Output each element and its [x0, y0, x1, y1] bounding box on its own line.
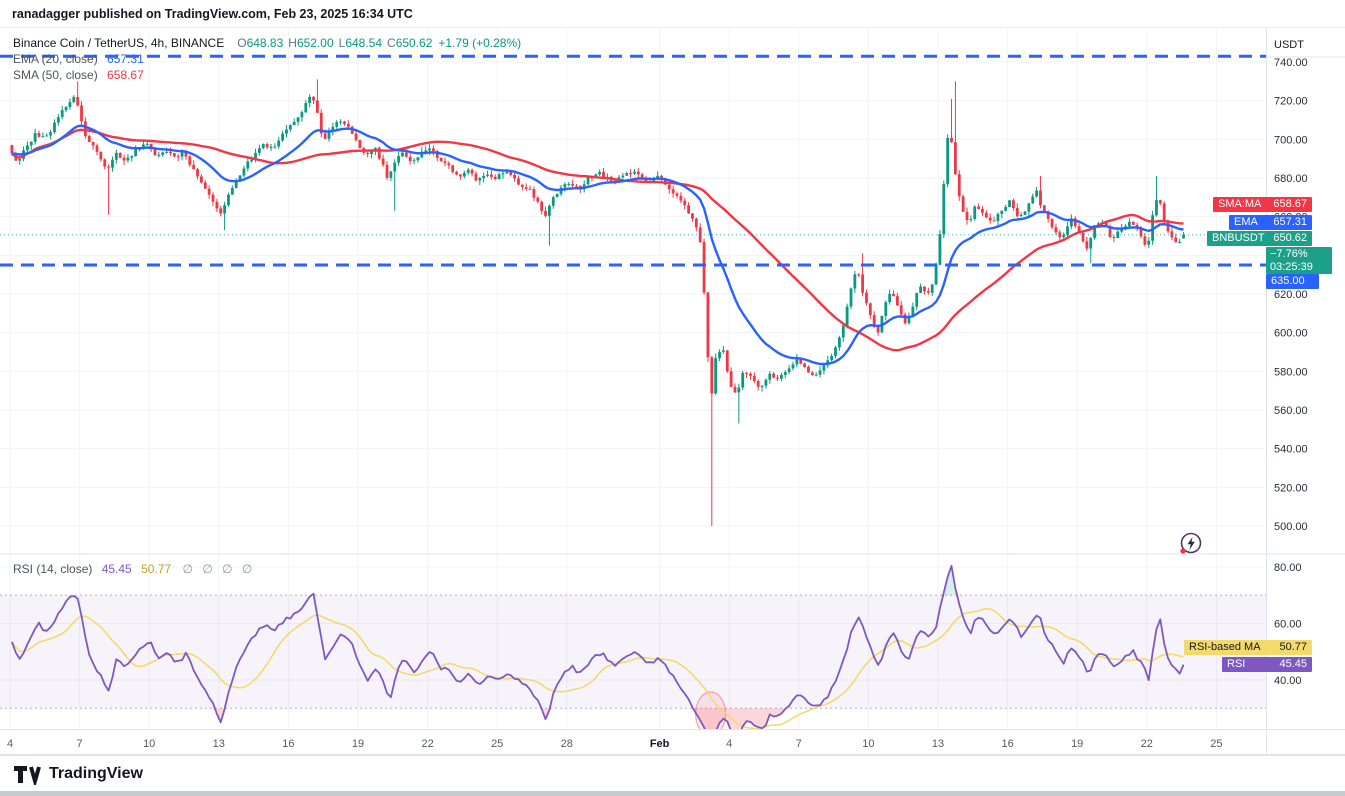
close-value: 650.62: [395, 36, 433, 50]
svg-text:16: 16: [282, 738, 294, 750]
price-countdown: −7.76% 03:25:39: [1266, 247, 1332, 274]
bar-countdown: 03:25:39: [1270, 261, 1313, 273]
svg-text:Feb: Feb: [650, 738, 670, 750]
window-edge: [0, 791, 1345, 796]
svg-text:40.00: 40.00: [1274, 675, 1302, 687]
time-scale[interactable]: [0, 729, 1266, 754]
rsi-legend: RSI (14, close) 45.45 50.77 ∅ ∅ ∅ ∅: [13, 561, 255, 577]
svg-text:740.00: 740.00: [1274, 57, 1308, 69]
svg-text:700.00: 700.00: [1274, 134, 1308, 146]
open-value: 648.83: [246, 36, 284, 50]
svg-text:580.00: 580.00: [1274, 366, 1308, 378]
svg-text:10: 10: [862, 738, 874, 750]
svg-text:4: 4: [7, 738, 13, 750]
symbol-row: Binance Coin / TetherUS, 4h, BINANCE O648…: [13, 35, 521, 51]
svg-text:10: 10: [143, 738, 155, 750]
svg-text:19: 19: [1071, 738, 1083, 750]
sma-label: SMA (50, close): [13, 68, 98, 82]
footer-bar: TradingView: [0, 755, 1345, 791]
rsi-hidden-inputs: ∅ ∅ ∅ ∅: [182, 562, 256, 576]
rsi-ma-value: 50.77: [141, 562, 172, 576]
open-label: O: [237, 36, 247, 50]
change-value: +1.79 (+0.28%): [438, 36, 522, 50]
svg-text:560.00: 560.00: [1274, 405, 1308, 417]
ema-legend-row: EMA (20, close) 657.31: [13, 51, 521, 67]
svg-text:7: 7: [77, 738, 83, 750]
tradingview-wordmark: TradingView: [49, 764, 143, 782]
ema-label: EMA (20, close): [13, 52, 98, 66]
flash-icon[interactable]: [1178, 531, 1204, 557]
level-price-badge: 635.00: [1266, 274, 1319, 289]
high-value: 652.00: [296, 36, 334, 50]
svg-text:60.00: 60.00: [1274, 619, 1302, 631]
ema-value: 657.31: [107, 52, 144, 66]
svg-text:28: 28: [561, 738, 573, 750]
price-legend: Binance Coin / TetherUS, 4h, BINANCE O648…: [13, 35, 521, 83]
svg-text:680.00: 680.00: [1274, 173, 1308, 185]
svg-text:USDT: USDT: [1274, 39, 1304, 51]
sma-legend-row: SMA (50, close) 658.67: [13, 67, 521, 83]
rsi-value: 45.45: [101, 562, 132, 576]
publish-info: ranadagger published on TradingView.com,…: [12, 6, 413, 21]
svg-text:22: 22: [421, 738, 433, 750]
svg-text:80.00: 80.00: [1274, 562, 1302, 574]
svg-text:7: 7: [796, 738, 802, 750]
change-percent: −7.76%: [1270, 248, 1308, 260]
rsi-badge: RSI 45.45: [1222, 657, 1312, 672]
tradingview-logo-icon: [14, 765, 41, 785]
svg-text:620.00: 620.00: [1274, 289, 1308, 301]
low-label: L: [338, 36, 346, 50]
svg-text:520.00: 520.00: [1274, 482, 1308, 494]
sma-value: 658.67: [107, 68, 144, 82]
tradingview-logo[interactable]: TradingView: [12, 763, 143, 785]
svg-text:13: 13: [932, 738, 944, 750]
svg-text:720.00: 720.00: [1274, 96, 1308, 108]
high-label: H: [288, 36, 297, 50]
svg-text:22: 22: [1141, 738, 1153, 750]
svg-text:25: 25: [1210, 738, 1222, 750]
rsi-ma-badge: RSI-based MA 50.77: [1184, 640, 1312, 655]
ema-price-badge: EMA 657.31: [1229, 215, 1312, 230]
symbol-title: Binance Coin / TetherUS, 4h, BINANCE: [13, 36, 225, 50]
svg-text:16: 16: [1001, 738, 1013, 750]
last-price-badge: BNBUSDT 650.62: [1207, 231, 1312, 246]
svg-text:540.00: 540.00: [1274, 444, 1308, 456]
sma-price-badge: SMA:MA 658.67: [1213, 197, 1312, 212]
rsi-title: RSI (14, close): [13, 562, 93, 576]
svg-text:500.00: 500.00: [1274, 521, 1308, 533]
publish-bar: ranadagger published on TradingView.com,…: [0, 0, 1345, 28]
close-label: C: [387, 36, 396, 50]
svg-text:4: 4: [726, 738, 732, 750]
svg-text:19: 19: [352, 738, 364, 750]
svg-text:13: 13: [213, 738, 225, 750]
svg-text:25: 25: [491, 738, 503, 750]
svg-text:600.00: 600.00: [1274, 328, 1308, 340]
low-value: 648.54: [345, 36, 383, 50]
